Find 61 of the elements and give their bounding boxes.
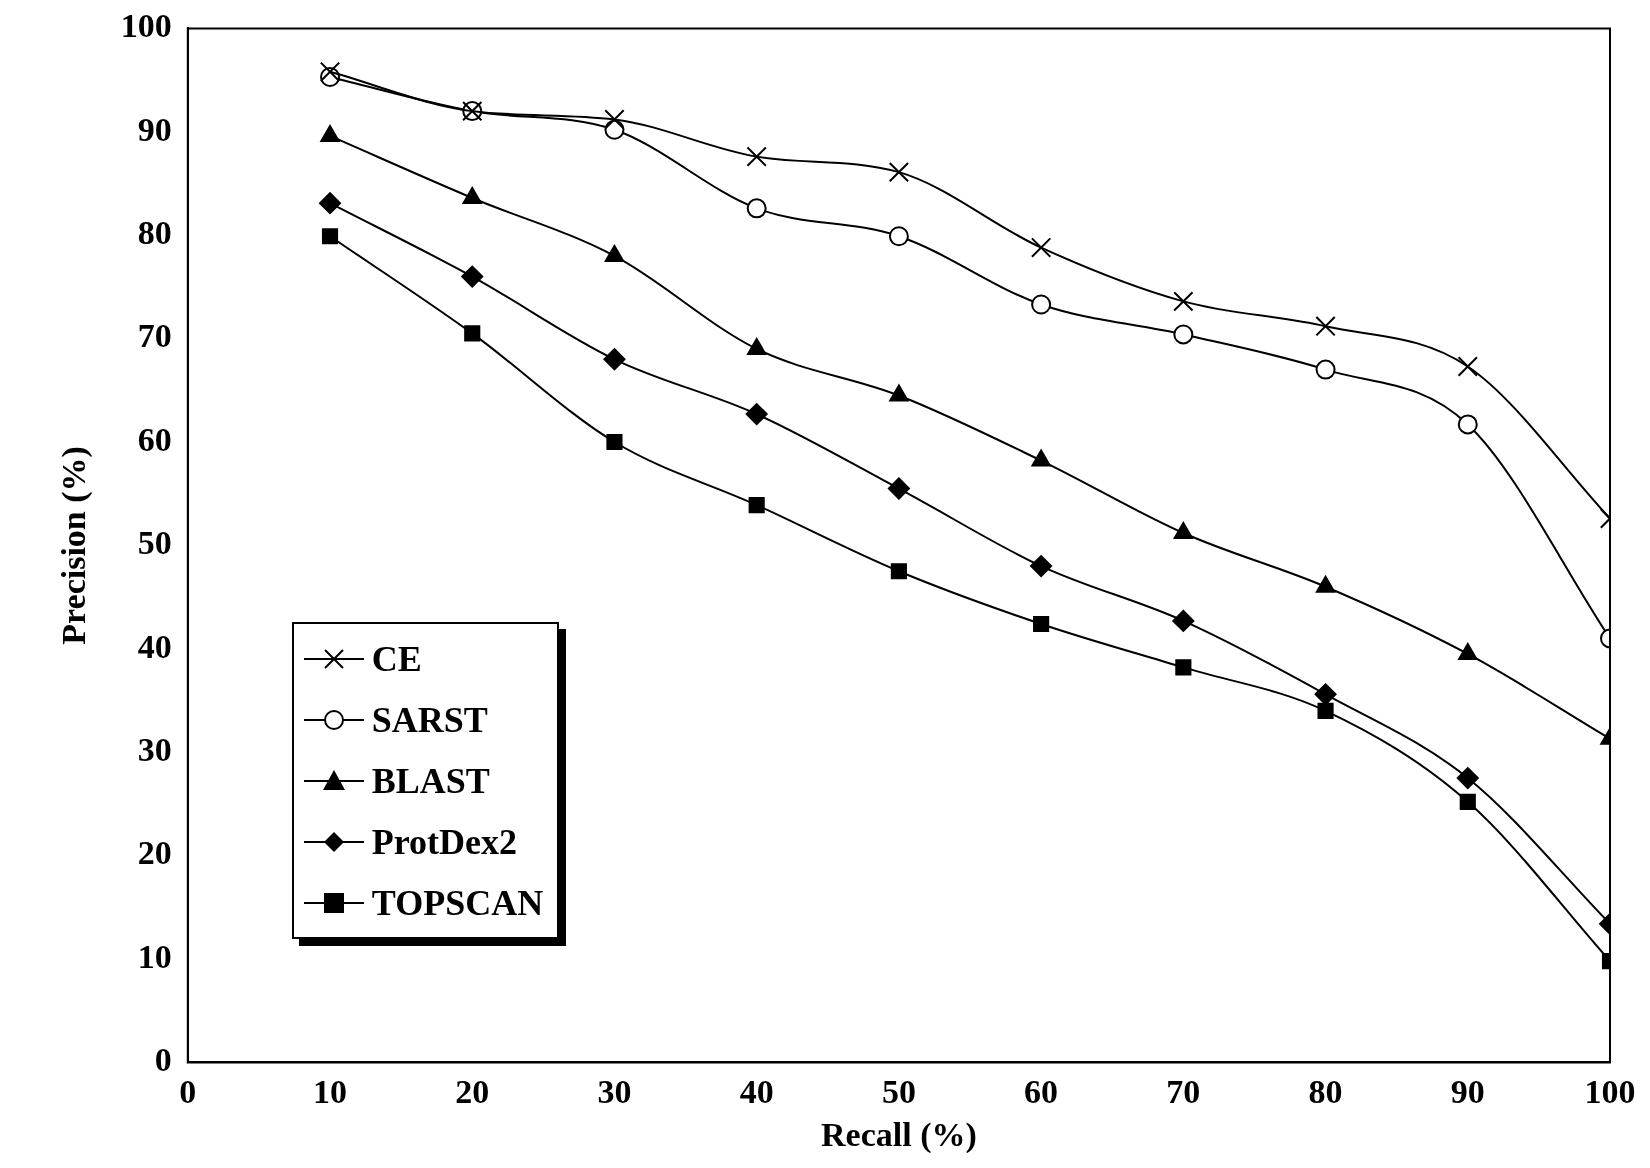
point [1173, 324, 1194, 345]
point [319, 192, 342, 215]
point [604, 109, 625, 130]
x-tick-label: 20 [455, 1072, 490, 1110]
x-tick-label: 30 [597, 1072, 632, 1110]
point [888, 226, 909, 247]
point [461, 265, 484, 288]
point [748, 497, 765, 514]
point [1315, 316, 1336, 337]
y-tick-label: 80 [137, 213, 172, 251]
point [1173, 291, 1194, 312]
y-axis-title: Precision (%) [55, 446, 94, 645]
point [1030, 237, 1052, 258]
y-tick-label: 100 [120, 7, 172, 45]
point [464, 325, 481, 342]
legend-label: BLAST [371, 759, 490, 802]
point [321, 228, 339, 245]
x-tick-label: 0 [179, 1072, 197, 1110]
point [603, 348, 626, 371]
legend-label: SARST [371, 698, 488, 741]
point [1314, 683, 1337, 706]
point [1459, 793, 1476, 810]
x-tick-label: 80 [1308, 1072, 1343, 1110]
x-axis-title: Recall (%) [821, 1116, 977, 1155]
point [1457, 414, 1478, 435]
point [746, 146, 767, 167]
point [746, 198, 767, 219]
point [1456, 767, 1479, 790]
y-tick-label: 40 [137, 627, 172, 665]
point [890, 563, 907, 580]
point [1030, 555, 1053, 578]
point [606, 433, 623, 451]
x-tick-label: 60 [1024, 1072, 1059, 1110]
point [888, 161, 910, 183]
x-tick-label: 90 [1450, 1072, 1485, 1110]
point [319, 61, 341, 83]
x-tick-label: 40 [739, 1072, 774, 1110]
legend-label: CE [371, 637, 422, 680]
point [1457, 356, 1478, 377]
point [1172, 609, 1195, 632]
point [1317, 702, 1334, 719]
point [1033, 615, 1050, 633]
point [1175, 659, 1192, 676]
y-tick-label: 30 [137, 730, 172, 768]
y-tick-label: 50 [137, 524, 172, 562]
x-tick-label: 50 [881, 1072, 916, 1110]
point [887, 477, 910, 500]
y-tick-label: 0 [154, 1041, 172, 1079]
point [1315, 359, 1336, 380]
legend-label: ProtDex2 [371, 820, 518, 863]
y-tick-label: 70 [137, 317, 172, 355]
y-tick-label: 20 [137, 834, 172, 872]
y-tick-label: 90 [137, 110, 172, 148]
x-tick-label: 10 [313, 1072, 348, 1110]
legend-label: TOPSCAN [371, 881, 544, 924]
point [745, 403, 768, 426]
x-tick-label: 100 [1584, 1072, 1636, 1110]
y-tick-label: 60 [137, 420, 172, 458]
y-tick-label: 10 [137, 937, 172, 975]
x-tick-label: 70 [1166, 1072, 1201, 1110]
point [1031, 294, 1052, 315]
